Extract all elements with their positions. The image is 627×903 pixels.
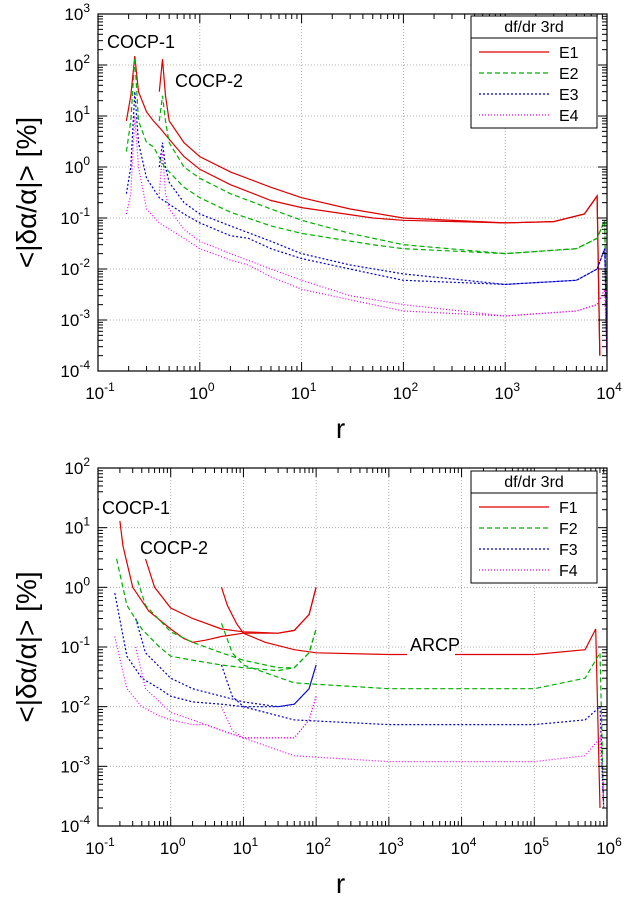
x-tick-label: 102 <box>305 835 331 858</box>
x-tick-label: 101 <box>291 380 317 403</box>
annotation-cocp-1: COCP-1 <box>107 32 175 52</box>
series-line-e1 <box>158 59 601 356</box>
series-line-f1 <box>220 587 601 809</box>
series-group <box>114 520 605 809</box>
y-tick-label: 10-3 <box>60 753 90 776</box>
legend-title: df/dr 3rd <box>504 19 564 36</box>
x-tick-label: 100 <box>189 380 215 403</box>
x-tick-label: 102 <box>393 380 419 403</box>
annotation-bg <box>407 634 455 656</box>
y-tick-label: 103 <box>64 1 90 24</box>
y-tick-label: 100 <box>64 574 90 597</box>
legend-title: df/dr 3rd <box>504 474 564 491</box>
y-tick-label: 102 <box>64 52 90 75</box>
y-tick-label: 101 <box>64 515 90 538</box>
annotation-bg <box>104 31 174 53</box>
y-tick-label: 10-4 <box>60 813 90 836</box>
chart-panel-2: 10-1 100 101 102 103 104 105 106 10-4 10-3 10-2 10-… <box>11 455 622 899</box>
series-line-e4 <box>158 151 607 356</box>
annotation-bg <box>137 537 207 559</box>
series-group <box>125 55 607 356</box>
legend-label-e4: E4 <box>559 108 579 125</box>
axis-ticks <box>97 13 608 372</box>
legend-label-f3: F3 <box>559 542 578 559</box>
series-line-f4 <box>114 636 317 739</box>
x-tick-label: 105 <box>523 835 549 858</box>
annotation-bg <box>172 70 242 92</box>
x-tick-label: 10-1 <box>85 380 115 403</box>
series-line-e3 <box>125 91 607 356</box>
series-line-e2 <box>158 95 607 356</box>
legend-label-e3: E3 <box>559 87 579 104</box>
legend: df/dr 3rd F1 F2 F3 F4 <box>470 470 598 584</box>
plot-frame <box>97 13 608 372</box>
legend: df/dr 3rd E1 E2 E3 E4 <box>470 15 598 129</box>
annotation-cocp-1: COCP-1 <box>102 498 170 518</box>
y-axis-label: <|δα/α|> [%] <box>11 117 42 268</box>
x-tick-label: 100 <box>160 835 186 858</box>
series-line-e2 <box>125 57 607 356</box>
legend-label-f1: F1 <box>559 500 578 517</box>
series-line-e3 <box>158 142 607 356</box>
legend-box <box>470 15 598 129</box>
series-line-f4 <box>135 646 317 739</box>
x-tick-label: 103 <box>378 835 404 858</box>
legend-label-f4: F4 <box>559 563 578 580</box>
x-tick-label: 101 <box>233 835 259 858</box>
legend-label-e2: E2 <box>559 66 579 83</box>
series-line-f3 <box>135 618 317 708</box>
series-line-f2 <box>137 580 317 669</box>
y-tick-label: 102 <box>64 455 90 478</box>
series-line-f3 <box>220 664 605 809</box>
legend-box <box>470 470 598 584</box>
y-tick-label: 100 <box>64 154 90 177</box>
annotation-cocp-2: COCP-2 <box>175 71 243 91</box>
x-axis-label: r <box>336 413 345 444</box>
annotation-arcp: ARCP <box>410 635 460 655</box>
x-tick-label: 10-1 <box>85 835 115 858</box>
series-line-f2 <box>220 623 605 809</box>
x-tick-label: 103 <box>494 380 520 403</box>
x-tick-label: 104 <box>451 835 477 858</box>
y-tick-label: 10-2 <box>60 256 90 279</box>
y-tick-label: 10-1 <box>60 205 90 228</box>
legend-label-f2: F2 <box>559 521 578 538</box>
x-axis-label: r <box>336 868 345 899</box>
y-tick-label: 10-2 <box>60 694 90 717</box>
annotation-bg <box>99 497 169 519</box>
annotation-cocp-2: COCP-2 <box>140 538 208 558</box>
series-line-e4 <box>125 115 607 356</box>
y-tick-label: 10-4 <box>60 358 90 381</box>
legend-label-e1: E1 <box>559 45 579 62</box>
series-line-f1 <box>141 540 317 634</box>
chart-panel-1: 10-1 100 101 102 103 104 10-4 10-3 10-2 10-1 100 10… <box>11 1 622 444</box>
series-line-f3 <box>114 592 317 708</box>
x-tick-label: 106 <box>596 835 622 858</box>
x-tick-label: 104 <box>596 380 622 403</box>
y-tick-label: 101 <box>64 103 90 126</box>
y-tick-label: 10-1 <box>60 634 90 657</box>
y-tick-label: 10-3 <box>60 307 90 330</box>
series-line-f4 <box>220 706 605 809</box>
y-axis-label: <|δα/α|> [%] <box>11 571 42 722</box>
